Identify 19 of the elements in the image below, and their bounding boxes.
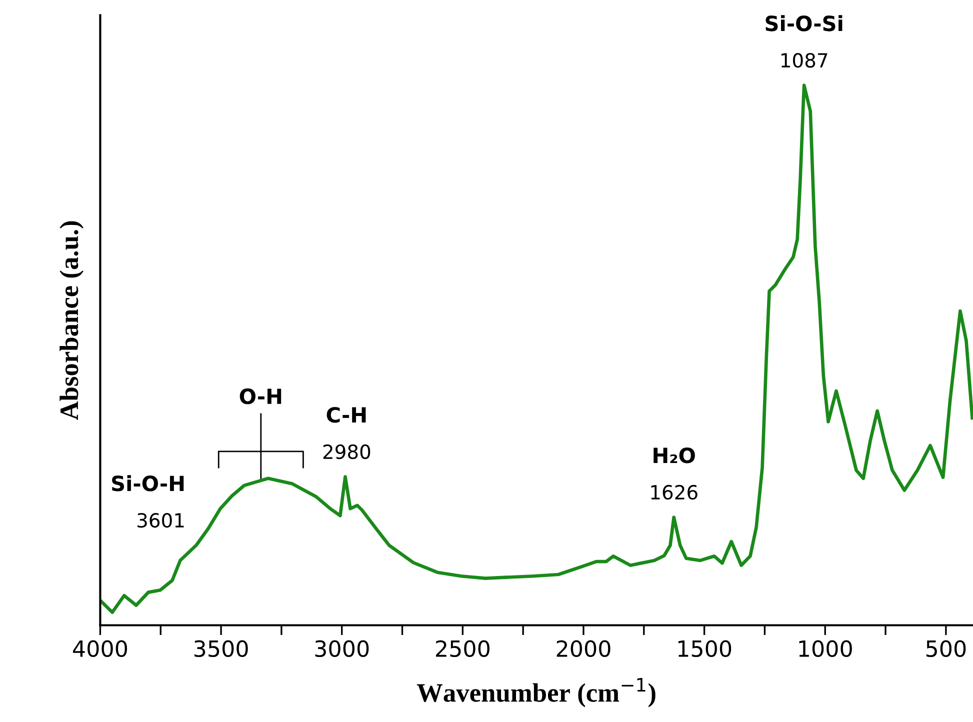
x-tick-label: 2000 bbox=[556, 640, 610, 658]
y-axis-title: Absorbance (a.u.) bbox=[60, 221, 84, 420]
annotation: Si-O-Si bbox=[766, 15, 842, 32]
x-tick-label: 2500 bbox=[436, 640, 490, 658]
annotation: H₂O bbox=[654, 447, 695, 464]
x-tick-label: 1500 bbox=[678, 640, 732, 658]
annotation: O-H bbox=[240, 388, 282, 404]
x-tick-label: 3000 bbox=[315, 640, 369, 658]
x-tick-label: 4000 bbox=[73, 640, 128, 658]
x-tick-label: 3500 bbox=[194, 640, 248, 658]
annotation: 1087 bbox=[781, 52, 828, 68]
annotation: 1626 bbox=[651, 484, 698, 500]
annotation: C-H bbox=[326, 406, 366, 423]
x-tick-label: 500 bbox=[926, 640, 966, 658]
annotation: 3601 bbox=[138, 512, 184, 528]
annotation: 2980 bbox=[323, 444, 370, 460]
x-tick-label: 1000 bbox=[799, 640, 852, 658]
annotation: Si-O-H bbox=[112, 475, 184, 492]
x-axis-title: Wavenumber (cm$^{−1}$) bbox=[416, 678, 656, 708]
